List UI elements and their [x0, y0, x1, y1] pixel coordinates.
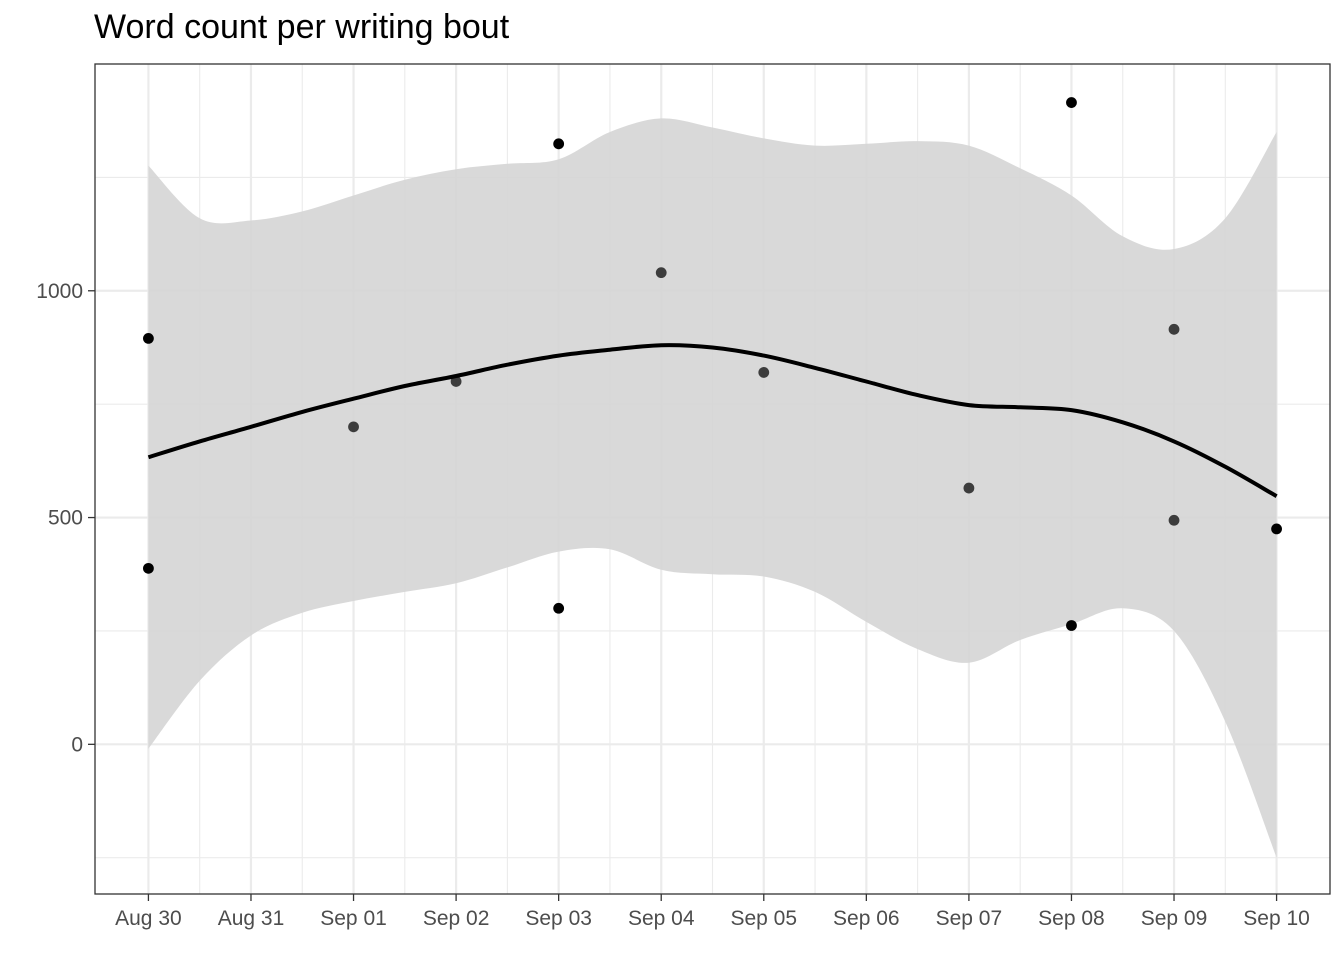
x-tick-label: Aug 31: [218, 907, 285, 930]
data-point: [553, 138, 565, 150]
y-tick-label: 0: [71, 733, 83, 756]
x-axis: Aug 30 Aug 31 Sep 01 Sep 02 Sep 03 Sep 04 Sep …: [115, 894, 1310, 930]
data-point: [143, 562, 154, 574]
data-point: [450, 376, 462, 387]
data-points: [143, 97, 1282, 631]
x-tick-label: Sep 06: [833, 907, 900, 930]
data-point: [655, 267, 667, 279]
x-tick-label: Sep 10: [1243, 907, 1310, 930]
data-point: [1066, 620, 1077, 631]
x-tick-label: Sep 05: [730, 907, 797, 930]
x-tick-label: Sep 01: [320, 907, 387, 930]
x-tick-label: Sep 08: [1038, 907, 1105, 930]
data-point: [553, 602, 565, 614]
x-tick-label: Sep 03: [525, 907, 592, 930]
data-point: [348, 421, 359, 433]
smooth-line: [147, 343, 1278, 498]
x-tick-label: Sep 04: [628, 907, 695, 930]
data-point: [1271, 523, 1282, 535]
data-point: [963, 482, 975, 494]
y-axis: 0 500 1000: [36, 280, 95, 756]
data-point: [758, 367, 770, 378]
data-point: [1066, 97, 1077, 108]
confidence-ribbon: [148, 118, 1277, 858]
data-point: [1168, 514, 1180, 526]
data-point: [1168, 323, 1180, 335]
chart-title: Word count per writing bout: [94, 8, 510, 46]
x-tick-label: Sep 07: [936, 907, 1003, 930]
x-tick-label: Sep 02: [423, 907, 490, 930]
data-point: [143, 332, 154, 344]
y-tick-label: 1000: [36, 280, 83, 303]
y-tick-label: 500: [48, 507, 83, 530]
x-tick-label: Sep 09: [1141, 907, 1208, 930]
panel-border: [94, 63, 1331, 895]
x-tick-label: Aug 30: [115, 907, 182, 930]
